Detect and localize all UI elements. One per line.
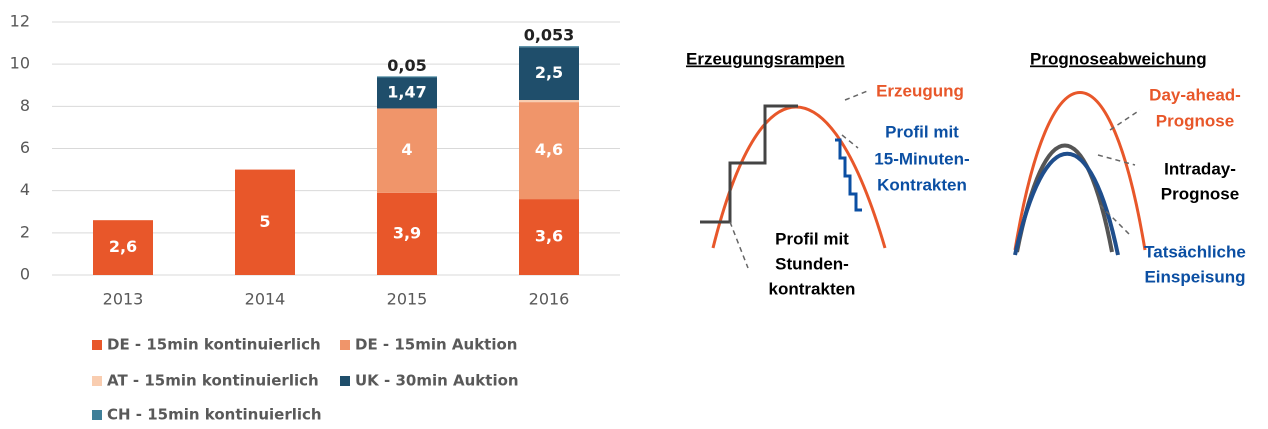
data-label: 1,47: [387, 82, 426, 101]
legend-label: DE - 15min kontinuierlich: [107, 336, 321, 354]
y-tick-label: 12: [10, 12, 30, 31]
data-label: 4: [401, 140, 412, 159]
y-tick-label: 0: [20, 265, 30, 284]
label: Day-ahead-: [1149, 85, 1241, 104]
hourly-profile: [700, 104, 798, 224]
legend-swatch: [92, 376, 102, 386]
label: Kontrakten: [877, 175, 967, 194]
label: kontrakten: [769, 279, 856, 298]
label: Stunden-: [775, 254, 849, 273]
x-tick-label: 2016: [529, 290, 570, 309]
bar-segment: [519, 100, 579, 103]
legend-swatch: [340, 340, 350, 350]
bar-segment: [519, 199, 579, 275]
y-tick-label: 2: [20, 222, 30, 241]
legend-label: DE - 15min Auktion: [355, 336, 517, 354]
label: Profil mit: [885, 122, 959, 141]
label: Prognose: [1156, 111, 1234, 130]
diagram: Erzeugungsrampen Erzeugung Profil mit 15…: [686, 49, 1246, 298]
diagram-title: Erzeugungsrampen: [686, 49, 845, 68]
chart: 0 2 4 6 8 10 12 2013 2,6 2014 5 2015 3,9 4 1,47 0,05 201…: [10, 12, 620, 424]
actual-curve: [1013, 151, 1120, 256]
data-label: 0,053: [524, 26, 575, 45]
leader-lines: [1097, 109, 1141, 236]
label: Profil mit: [775, 229, 849, 248]
y-tick-label: 6: [20, 138, 30, 157]
label: Erzeugung: [876, 81, 964, 100]
y-tick-label: 10: [10, 54, 30, 73]
label: Einspeisung: [1144, 267, 1245, 286]
legend-swatch: [92, 340, 102, 350]
label: Tatsächliche: [1144, 242, 1246, 261]
legend-label: UK - 30min Auktion: [355, 372, 519, 390]
legend-swatch: [340, 376, 350, 386]
data-label: 2,5: [535, 63, 563, 82]
label: 15-Minuten-: [874, 149, 969, 168]
leader-lines: [729, 89, 871, 269]
diagram-title: Prognoseabweichung: [1030, 49, 1207, 68]
bar-segment: [235, 169, 295, 275]
data-label: 0,05: [387, 56, 426, 75]
bar-segment: [377, 76, 437, 78]
day-ahead-curve: [1013, 91, 1147, 251]
y-tick-label: 8: [20, 96, 30, 115]
bar-segment: [377, 192, 437, 275]
label: Intraday-: [1164, 159, 1236, 178]
bar-segment: [519, 46, 579, 48]
legend-swatch: [92, 410, 102, 420]
legend-label: AT - 15min kontinuierlich: [107, 372, 319, 390]
x-tick-label: 2014: [245, 290, 286, 309]
data-label: 3,9: [393, 223, 421, 242]
quarter-hour-profile: [835, 138, 862, 212]
data-label: 5: [259, 212, 270, 231]
label: Prognose: [1161, 184, 1239, 203]
bar-segment: [377, 77, 437, 109]
data-label: 3,6: [535, 227, 563, 246]
generation-curve: [711, 105, 887, 249]
x-tick-label: 2015: [387, 290, 428, 309]
bar-segment: [93, 220, 153, 275]
bar-segment: [519, 102, 579, 200]
bar-segment: [377, 108, 437, 193]
bar-segment: [519, 47, 579, 101]
legend-label: CH - 15min kontinuierlich: [107, 406, 322, 424]
data-label: 4,6: [535, 140, 563, 159]
x-tick-label: 2013: [103, 290, 144, 309]
y-tick-label: 4: [20, 180, 30, 199]
data-label: 2,6: [109, 237, 137, 256]
